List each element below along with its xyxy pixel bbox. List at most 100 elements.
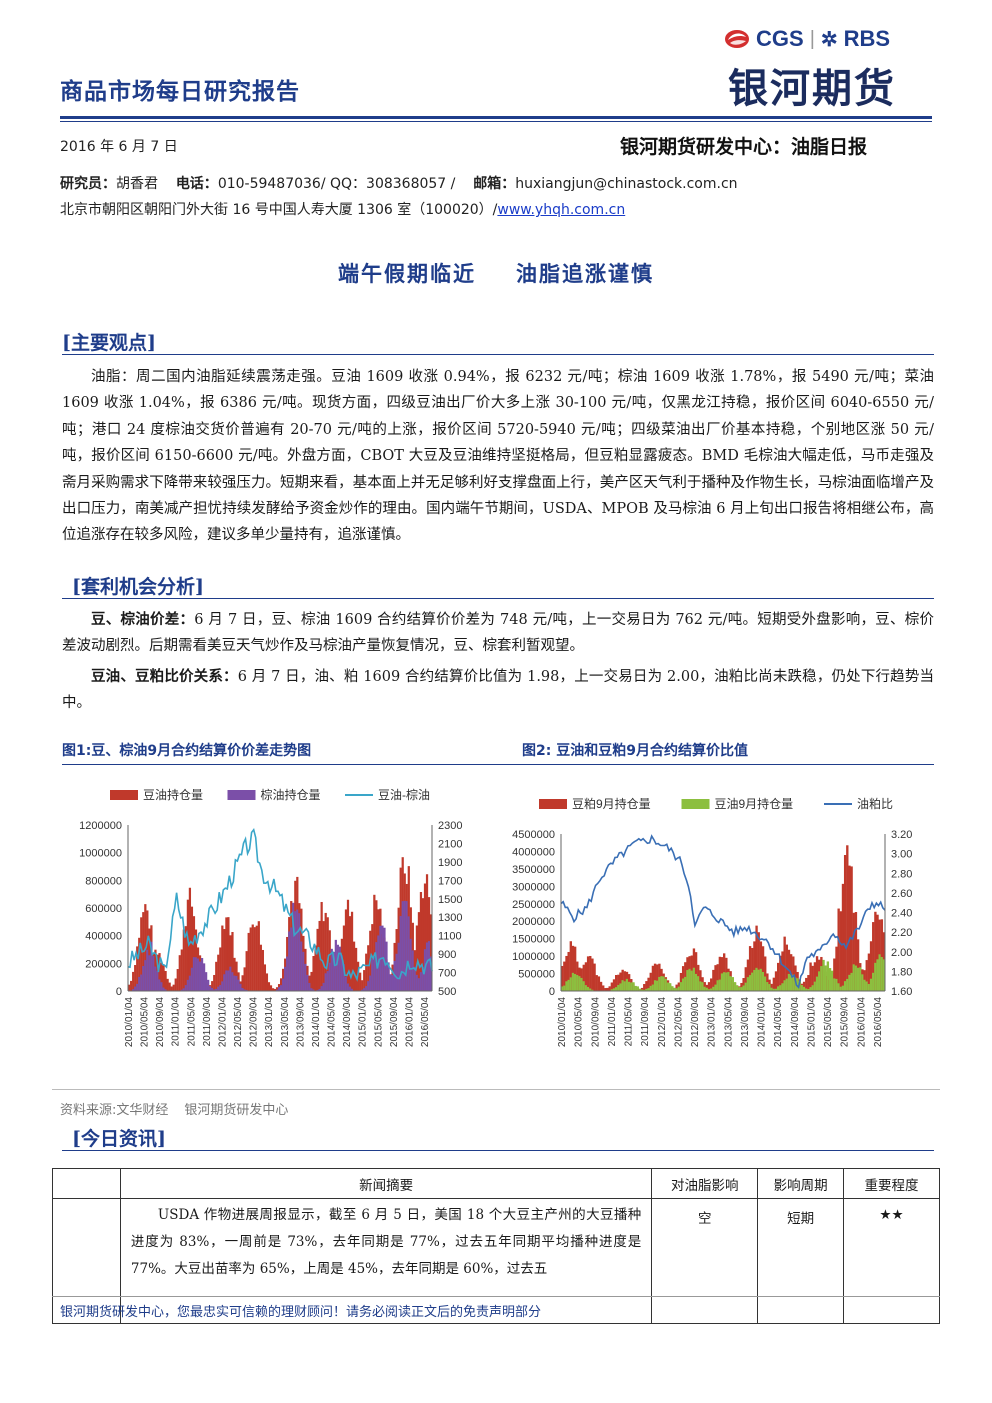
y-right-tick-label: 1100 <box>438 931 462 943</box>
bar-meal-oi <box>584 962 588 991</box>
bar-soy-oi <box>132 971 135 991</box>
bar-palm-oi <box>332 951 335 991</box>
y-left-tick-label: 3000000 <box>512 881 555 893</box>
bar-meal-oi <box>703 982 706 991</box>
bar-meal-oi <box>770 983 773 991</box>
bar-soy-oi <box>231 931 234 991</box>
bar-palm-oi <box>223 974 226 991</box>
bar-soy-oi <box>263 964 267 991</box>
bar-oil-oi <box>789 974 793 991</box>
x-tick-label: 2015/01/04 <box>358 997 369 1047</box>
bar-oil-oi <box>688 968 691 991</box>
bar-meal-oi <box>865 960 868 991</box>
line-oil-meal-ratio <box>560 834 886 989</box>
x-tick-label: 2010/09/04 <box>590 997 601 1047</box>
bar-palm-oi <box>227 970 230 991</box>
bar-soy-oi <box>352 941 356 991</box>
website-link[interactable]: www.yhqh.com.cn <box>497 202 626 218</box>
bar-meal-oi <box>573 946 577 991</box>
bar-soy-oi <box>320 901 323 991</box>
bar-meal-oi <box>869 941 873 991</box>
bar-soy-oi <box>417 912 421 991</box>
bar-palm-oi <box>219 985 222 991</box>
bar-soy-oi <box>219 947 222 991</box>
bar-palm-oi <box>409 938 412 991</box>
arbitrage-paragraph-2: 豆油、豆粕比价关系：6 月 7 日，油、粕 1609 合约结算价比值为 1.98… <box>62 664 934 717</box>
x-tick-label: 2015/05/04 <box>823 997 834 1047</box>
bar-meal-oi <box>846 845 849 991</box>
bar-oil-oi <box>837 983 840 991</box>
bar-oil-oi <box>716 980 719 991</box>
bar-oil-oi <box>718 979 722 991</box>
bar-soy-oi <box>421 898 425 991</box>
bar-soy-oi <box>346 899 350 991</box>
bar-meal-oi <box>675 984 678 991</box>
bar-oil-oi <box>740 987 743 991</box>
bar-meal-oi <box>649 972 652 991</box>
bar-palm-oi <box>407 916 410 991</box>
bar-oil-oi <box>792 974 795 991</box>
y-right-tick-label: 1700 <box>438 875 462 887</box>
bar-palm-oi <box>288 931 291 991</box>
bar-meal-oi <box>619 972 622 991</box>
bar-oil-oi <box>578 976 581 991</box>
bar-oil-oi <box>833 978 836 991</box>
bar-oil-oi <box>876 959 879 991</box>
bar-oil-oi <box>805 988 808 991</box>
bar-palm-oi <box>221 981 224 991</box>
bar-meal-oi <box>809 962 812 991</box>
bar-oil-oi <box>850 972 853 991</box>
y-left-tick-label: 600000 <box>85 903 122 915</box>
bar-soy-oi <box>166 978 169 991</box>
headline-part1: 端午假期临近 <box>338 261 476 286</box>
bar-palm-oi <box>367 981 370 991</box>
line-oil-spread <box>127 828 433 982</box>
x-tick-label: 2014/05/04 <box>773 997 784 1047</box>
bar-meal-oi <box>740 982 743 991</box>
phone-label: 电话： <box>175 176 218 192</box>
bar-palm-oi <box>152 956 155 991</box>
y-right-tick-label: 2.00 <box>891 947 912 959</box>
bar-palm-oi <box>411 950 414 991</box>
y-left-tick-label: 4000000 <box>512 846 555 858</box>
bar-palm-oi <box>405 901 408 991</box>
bar-palm-oi <box>389 974 392 991</box>
bar-soy-oi <box>245 951 248 991</box>
bar-meal-oi <box>608 986 611 991</box>
bar-meal-oi <box>647 977 650 991</box>
x-tick-label: 2013/01/04 <box>707 997 718 1047</box>
legend-swatch-0 <box>110 790 138 800</box>
x-tick-label: 2013/09/04 <box>295 997 306 1047</box>
bar-oil-oi <box>707 989 711 991</box>
x-tick-label: 2012/05/04 <box>673 997 684 1047</box>
bar-meal-oi <box>748 946 752 991</box>
bar-palm-oi <box>395 953 398 991</box>
bar-oil-oi <box>630 982 633 991</box>
bar-soy-oi <box>348 916 352 991</box>
bar-oil-oi <box>783 980 786 991</box>
y-left-tick-label: 1000000 <box>79 848 122 860</box>
bar-oil-oi <box>751 972 754 991</box>
bar-oil-oi <box>861 974 864 991</box>
bar-meal-oi <box>852 912 855 991</box>
main-view-text: 油脂：周二国内油脂延续震荡走强。豆油 1609 收涨 0.94%，报 6232 … <box>62 369 934 544</box>
bar-oil-oi <box>729 976 732 991</box>
x-tick-label: 2012/09/04 <box>249 997 260 1047</box>
bar-soy-oi <box>314 945 317 991</box>
bar-palm-oi <box>320 986 323 991</box>
bar-oil-oi <box>615 987 618 991</box>
bar-oil-oi <box>576 974 579 991</box>
bar-meal-oi <box>595 975 598 991</box>
source-line: 资料来源:文华财经 银河期货研发中心 <box>60 1099 288 1118</box>
bar-oil-oi <box>623 981 626 991</box>
bar-meal-oi <box>710 978 713 991</box>
bar-oil-oi <box>723 972 726 991</box>
bar-soy-oi <box>184 926 187 991</box>
bar-palm-oi <box>350 988 354 991</box>
bar-oil-oi <box>653 980 657 991</box>
bar-oil-oi <box>697 976 700 991</box>
bar-soy-oi <box>267 982 271 991</box>
bar-palm-oi <box>192 957 196 991</box>
bar-oil-oi <box>671 986 674 991</box>
bar-palm-oi <box>142 966 145 991</box>
